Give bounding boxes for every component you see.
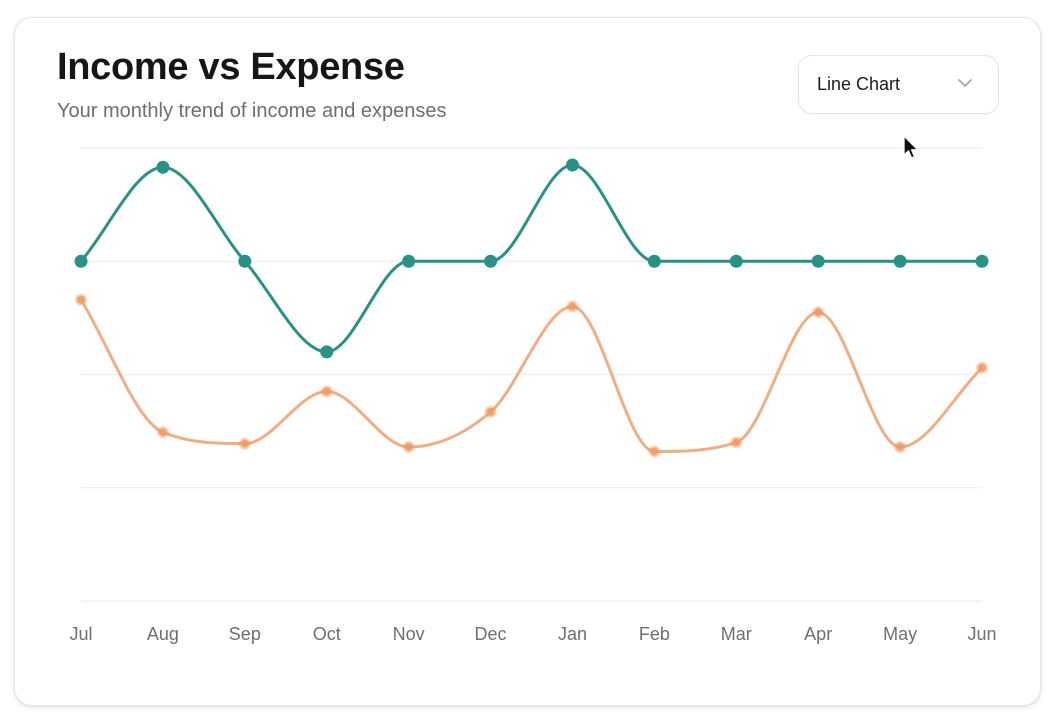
chart-type-selected-value: Line Chart: [817, 74, 901, 94]
chevron-down-icon: [958, 79, 972, 87]
card-title: Income vs Expense: [57, 46, 405, 88]
income-expense-card: Income vs Expense Your monthly trend of …: [14, 17, 1041, 706]
mouse-cursor-icon: [903, 135, 919, 159]
card-subtitle: Your monthly trend of income and expense…: [57, 100, 447, 122]
chart-type-select[interactable]: Line Chart: [798, 55, 999, 114]
